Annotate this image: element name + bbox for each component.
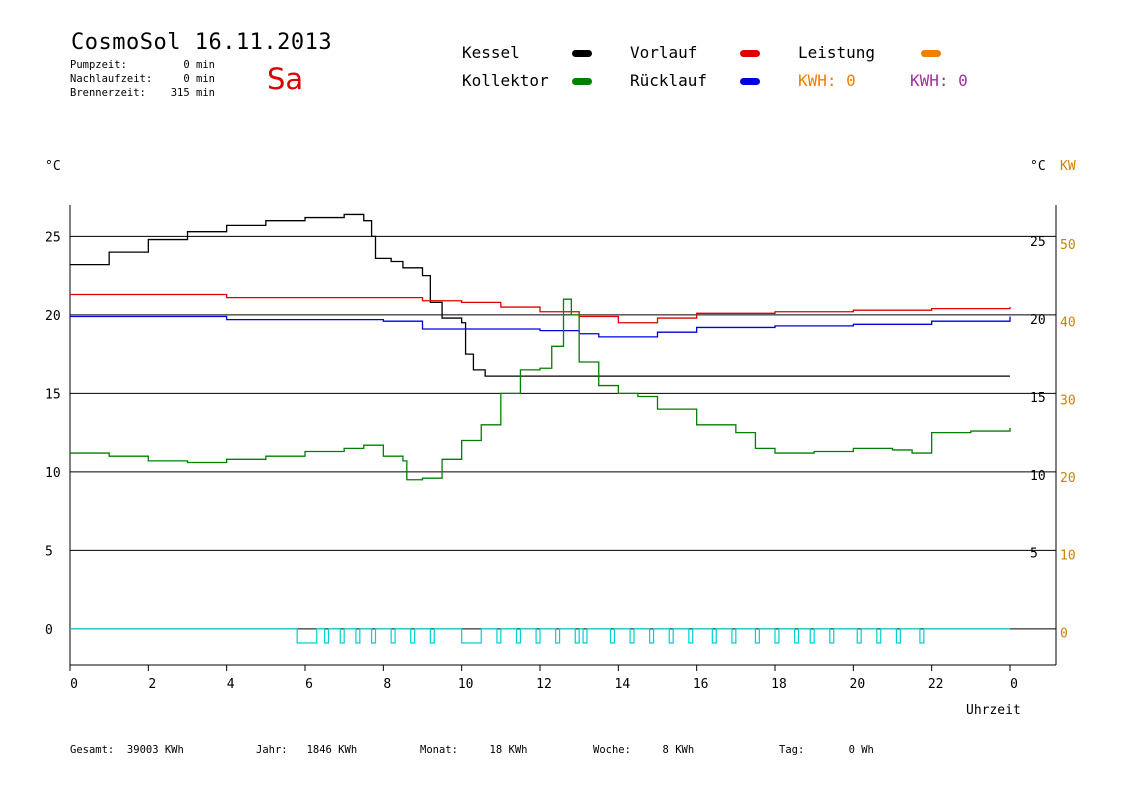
x-axis-label: Uhrzeit	[966, 703, 1021, 718]
y-kw-tick-label: 50	[1060, 238, 1076, 253]
legend-ruecklauf-swatch	[740, 78, 760, 85]
y-kw-tick-label: 40	[1060, 316, 1076, 331]
chart-tick-labels: 0 2 4 6 8 10 12 14 16 18 20 22 0 0 5 10 15 20 25 5 10 15 20 25 0…	[45, 230, 1076, 692]
x-tick-label: 22	[928, 677, 944, 692]
stat-brennerzeit: Brennerzeit: 315 min	[70, 87, 215, 99]
y-left-tick-label: 20	[45, 309, 61, 324]
weekday-label: Sa	[267, 62, 304, 96]
x-tick-label: 10	[458, 677, 474, 692]
legend-ruecklauf-label: Rücklauf	[630, 71, 708, 90]
x-tick-label: 14	[615, 677, 631, 692]
page-title: CosmoSol 16.11.2013	[71, 30, 333, 55]
y-left-tick-label: 0	[45, 623, 53, 638]
footer-gesamt: Gesamt: 39003 KWh	[70, 744, 184, 756]
y-kw-tick-label: 20	[1060, 471, 1076, 486]
y-axis-label-left: °C	[45, 159, 61, 174]
y-kw-tick-label: 0	[1060, 626, 1068, 641]
footer-monat: Monat: 18 KWh	[420, 744, 528, 756]
y-left-tick-label: 10	[45, 466, 61, 481]
legend-kollektor-swatch	[572, 78, 592, 85]
y-axis-label-right: °C	[1030, 159, 1046, 174]
y-kw-tick-label: 30	[1060, 393, 1076, 408]
y-left-tick-label: 25	[45, 230, 61, 245]
x-tick-label: 12	[536, 677, 552, 692]
footer-tag: Tag: 0 Wh	[779, 744, 874, 756]
x-tick-label: 0	[1010, 677, 1018, 692]
legend-leistung-swatch	[921, 50, 941, 57]
footer-woche: Woche: 8 KWh	[593, 744, 695, 756]
legend-kollektor-label: Kollektor	[462, 71, 549, 90]
x-tick-label: 18	[771, 677, 787, 692]
kwh-purple-value: KWH: 0	[910, 71, 968, 90]
y-right-tick-label: 20	[1030, 313, 1046, 328]
x-tick-label: 20	[850, 677, 866, 692]
stat-nachlaufzeit: Nachlaufzeit: 0 min	[70, 73, 215, 85]
x-tick-label: 4	[227, 677, 235, 692]
y-right-tick-label: 10	[1030, 469, 1046, 484]
y-right-tick-label: 15	[1030, 391, 1046, 406]
y-right-tick-label: 5	[1030, 547, 1038, 562]
chart-gridlines	[70, 235, 1056, 630]
series-kollektor-line	[70, 298, 1011, 481]
stat-pumpzeit: Pumpzeit: 0 min	[70, 59, 215, 71]
legend-kessel-swatch	[572, 50, 592, 57]
x-tick-label: 8	[383, 677, 391, 692]
legend-leistung-label: Leistung	[798, 43, 876, 62]
series-kessel-line	[70, 213, 1010, 377]
y-left-tick-label: 5	[45, 544, 53, 559]
y-kw-tick-label: 10	[1060, 549, 1076, 564]
x-tick-label: 0	[70, 677, 78, 692]
kwh-orange-value: KWH: 0	[798, 71, 856, 90]
y-left-tick-label: 15	[45, 387, 61, 402]
footer-jahr: Jahr: 1846 KWh	[256, 744, 358, 756]
series-vorlauf-line	[70, 293, 1011, 324]
legend-kessel-label: Kessel	[462, 43, 520, 62]
x-tick-label: 16	[693, 677, 709, 692]
legend-vorlauf-swatch	[740, 50, 760, 57]
chart-axes	[69, 205, 1057, 671]
x-tick-label: 6	[305, 677, 313, 692]
y-right-tick-label: 25	[1030, 235, 1046, 250]
y-axis-label-kw: KW	[1060, 159, 1076, 174]
x-tick-label: 2	[148, 677, 156, 692]
chart-series	[70, 213, 1011, 644]
series-leistung-line	[70, 628, 1010, 644]
legend-vorlauf-label: Vorlauf	[630, 43, 698, 62]
series-ruecklauf-line	[70, 315, 1011, 338]
